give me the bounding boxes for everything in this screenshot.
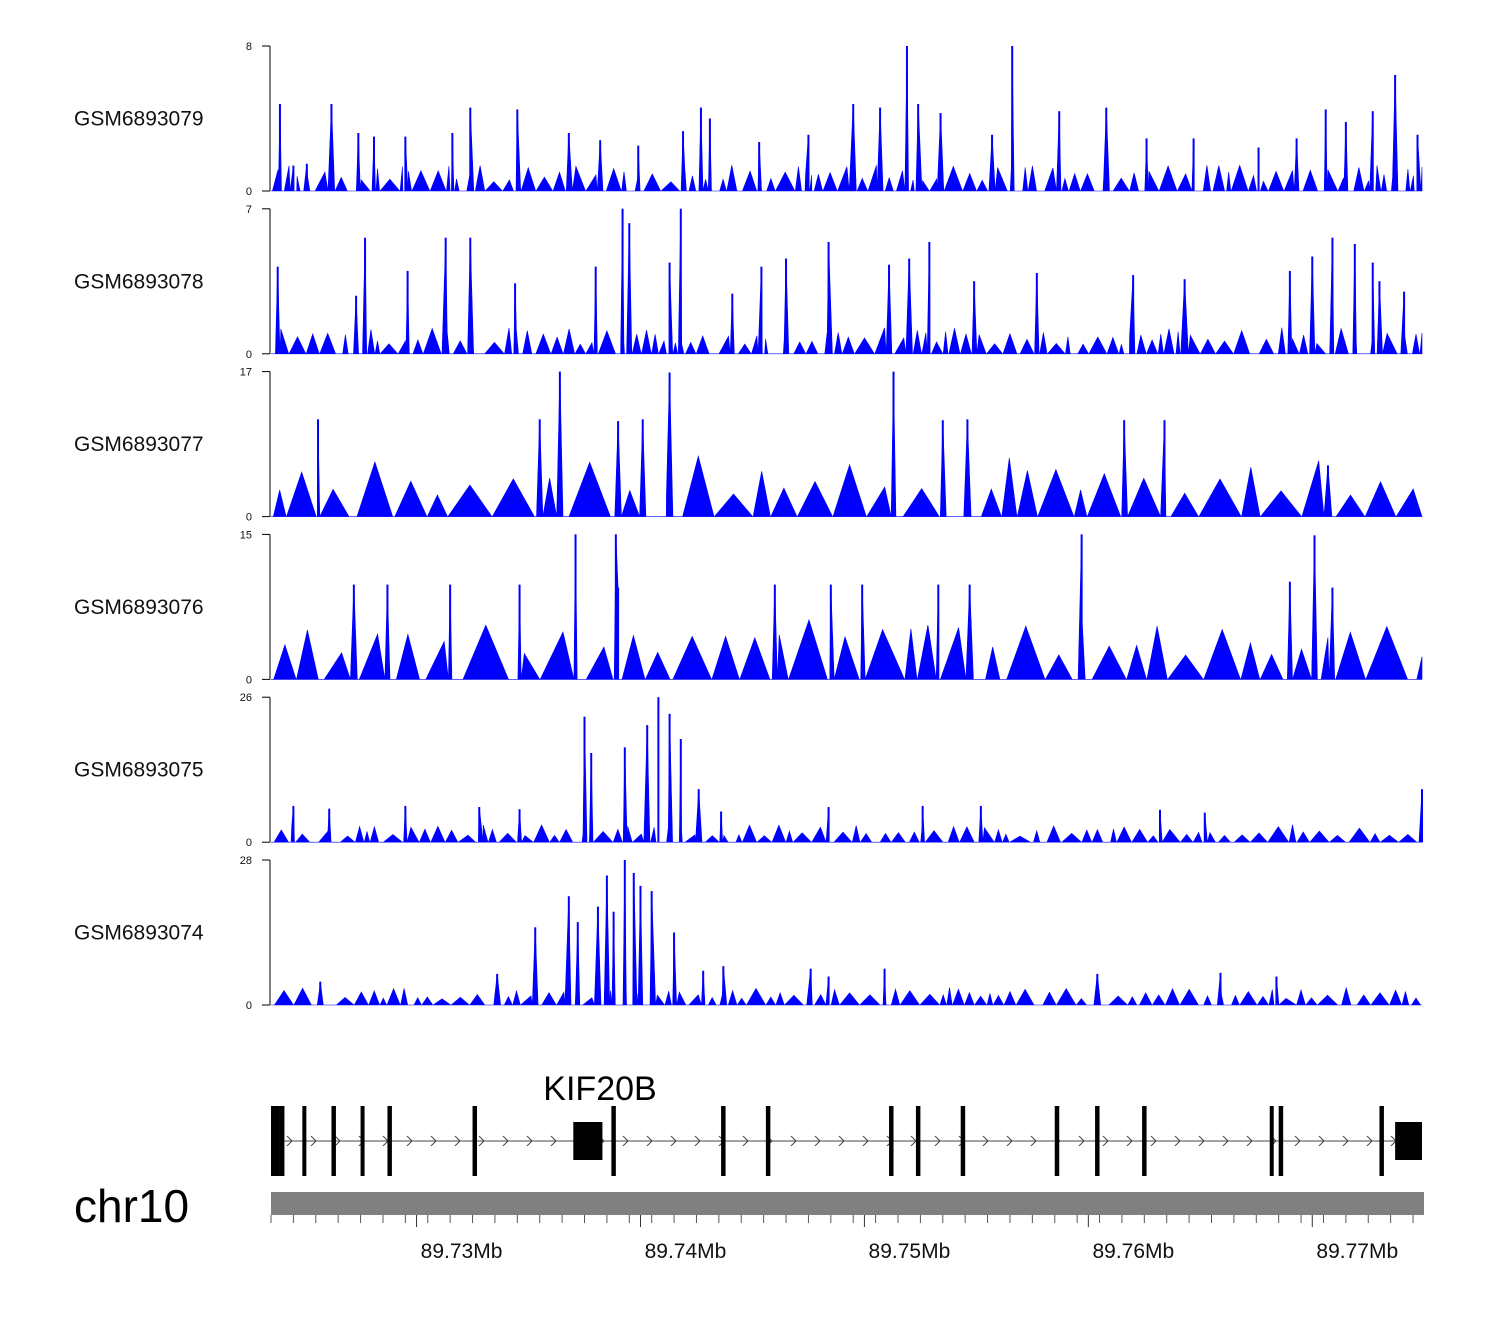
strand-arrow bbox=[742, 1135, 749, 1147]
strand-arrow bbox=[814, 1135, 821, 1147]
coverage-area bbox=[271, 45, 1423, 192]
y-max-label: 15 bbox=[240, 529, 252, 541]
strand-arrow bbox=[1174, 1135, 1181, 1147]
exon bbox=[331, 1106, 336, 1176]
exon bbox=[915, 1106, 921, 1176]
exon bbox=[360, 1106, 365, 1176]
track-label: GSM6893076 bbox=[74, 596, 204, 619]
exon bbox=[1054, 1106, 1060, 1176]
y-min-label: 0 bbox=[246, 186, 252, 198]
chromosome-label: chr10 bbox=[74, 1180, 189, 1232]
track-label: GSM6893074 bbox=[74, 922, 204, 945]
exon bbox=[302, 1106, 307, 1176]
strand-arrow bbox=[478, 1135, 485, 1147]
strand-arrow bbox=[502, 1135, 509, 1147]
strand-arrow bbox=[622, 1135, 629, 1147]
strand-arrow bbox=[1006, 1135, 1013, 1147]
strand-arrow bbox=[1366, 1135, 1373, 1147]
y-max-label: 8 bbox=[246, 41, 252, 53]
strand-arrow bbox=[550, 1135, 557, 1147]
strand-arrow bbox=[1198, 1135, 1205, 1147]
strand-arrow bbox=[286, 1135, 293, 1147]
strand-arrow bbox=[1222, 1135, 1229, 1147]
strand-arrow bbox=[982, 1135, 989, 1147]
chromosome-bar bbox=[271, 1192, 1424, 1215]
gene-name-label: KIF20B bbox=[543, 1070, 656, 1108]
coverage-area bbox=[271, 208, 1423, 355]
strand-arrow bbox=[454, 1135, 461, 1147]
exon bbox=[765, 1106, 771, 1176]
track-label: GSM6893078 bbox=[74, 270, 204, 293]
exon bbox=[1395, 1122, 1422, 1160]
exon bbox=[472, 1106, 478, 1176]
coverage-area bbox=[271, 697, 1423, 844]
track-GSM6893079: GSM6893079 8 0 bbox=[74, 41, 1423, 198]
track-label: GSM6893075 bbox=[74, 759, 204, 782]
exon bbox=[573, 1122, 603, 1160]
exon bbox=[889, 1106, 894, 1176]
coverage-area bbox=[271, 371, 1423, 517]
coverage-tracks: GSM689307980GSM689307870GSM6893077170GSM… bbox=[74, 41, 1423, 1012]
track-GSM6893075: GSM6893075 26 0 bbox=[74, 692, 1423, 849]
strand-arrow bbox=[334, 1135, 341, 1147]
strand-arrow bbox=[310, 1135, 317, 1147]
y-min-label: 0 bbox=[246, 349, 252, 361]
track-label: GSM6893079 bbox=[74, 108, 204, 131]
axis-tick-label: 89.76Mb bbox=[1092, 1240, 1174, 1263]
y-min-label: 0 bbox=[246, 674, 252, 686]
y-max-label: 17 bbox=[240, 367, 252, 379]
gene-track: KIF20B bbox=[271, 1070, 1422, 1176]
strand-arrow bbox=[838, 1135, 845, 1147]
strand-arrow bbox=[1246, 1135, 1253, 1147]
y-min-label: 0 bbox=[246, 1000, 252, 1012]
exon bbox=[271, 1106, 280, 1176]
axis-tick-label: 89.75Mb bbox=[869, 1240, 951, 1263]
exon bbox=[387, 1106, 392, 1176]
coverage-area bbox=[271, 859, 1422, 1007]
strand-arrow bbox=[406, 1135, 413, 1147]
strand-arrow bbox=[1150, 1135, 1157, 1147]
strand-arrow bbox=[1126, 1135, 1133, 1147]
exon bbox=[1269, 1106, 1274, 1176]
track-GSM6893076: GSM6893076 15 0 bbox=[74, 529, 1423, 686]
track-GSM6893074: GSM6893074 28 0 bbox=[74, 855, 1422, 1012]
exon bbox=[611, 1106, 616, 1176]
exon bbox=[960, 1106, 966, 1176]
strand-arrow bbox=[862, 1135, 869, 1147]
strand-arrow bbox=[1342, 1135, 1349, 1147]
strand-arrow bbox=[670, 1135, 677, 1147]
strand-arrow bbox=[1078, 1135, 1085, 1147]
y-max-label: 7 bbox=[246, 204, 252, 216]
strand-arrow bbox=[1318, 1135, 1325, 1147]
axis-tick-label: 89.77Mb bbox=[1316, 1240, 1398, 1263]
strand-arrow bbox=[526, 1135, 533, 1147]
strand-arrow bbox=[934, 1135, 941, 1147]
strand-arrow bbox=[646, 1135, 653, 1147]
y-min-label: 0 bbox=[246, 512, 252, 524]
exon bbox=[1095, 1106, 1100, 1176]
exon bbox=[279, 1106, 285, 1176]
genome-axis: chr10 89.73Mb 89.74Mb 89.75Mb 89.76Mb 89.77Mb bbox=[74, 1180, 1424, 1263]
track-label: GSM6893077 bbox=[74, 433, 204, 456]
strand-arrow bbox=[1102, 1135, 1109, 1147]
axis-tick-label: 89.74Mb bbox=[645, 1240, 727, 1263]
exon bbox=[1278, 1106, 1284, 1176]
exon bbox=[1142, 1106, 1147, 1176]
y-min-label: 0 bbox=[246, 837, 252, 849]
track-GSM6893077: GSM6893077 17 0 bbox=[74, 367, 1423, 524]
exon bbox=[721, 1106, 726, 1176]
y-max-label: 26 bbox=[240, 692, 252, 704]
strand-arrow bbox=[430, 1135, 437, 1147]
axis-tick-label: 89.73Mb bbox=[421, 1240, 503, 1263]
y-max-label: 28 bbox=[240, 855, 252, 867]
track-GSM6893078: GSM6893078 7 0 bbox=[74, 204, 1423, 361]
strand-arrow bbox=[1294, 1135, 1301, 1147]
exon bbox=[1379, 1106, 1384, 1176]
strand-arrow bbox=[1030, 1135, 1037, 1147]
strand-arrow bbox=[790, 1135, 797, 1147]
coverage-area bbox=[271, 534, 1423, 680]
strand-arrow bbox=[694, 1135, 701, 1147]
